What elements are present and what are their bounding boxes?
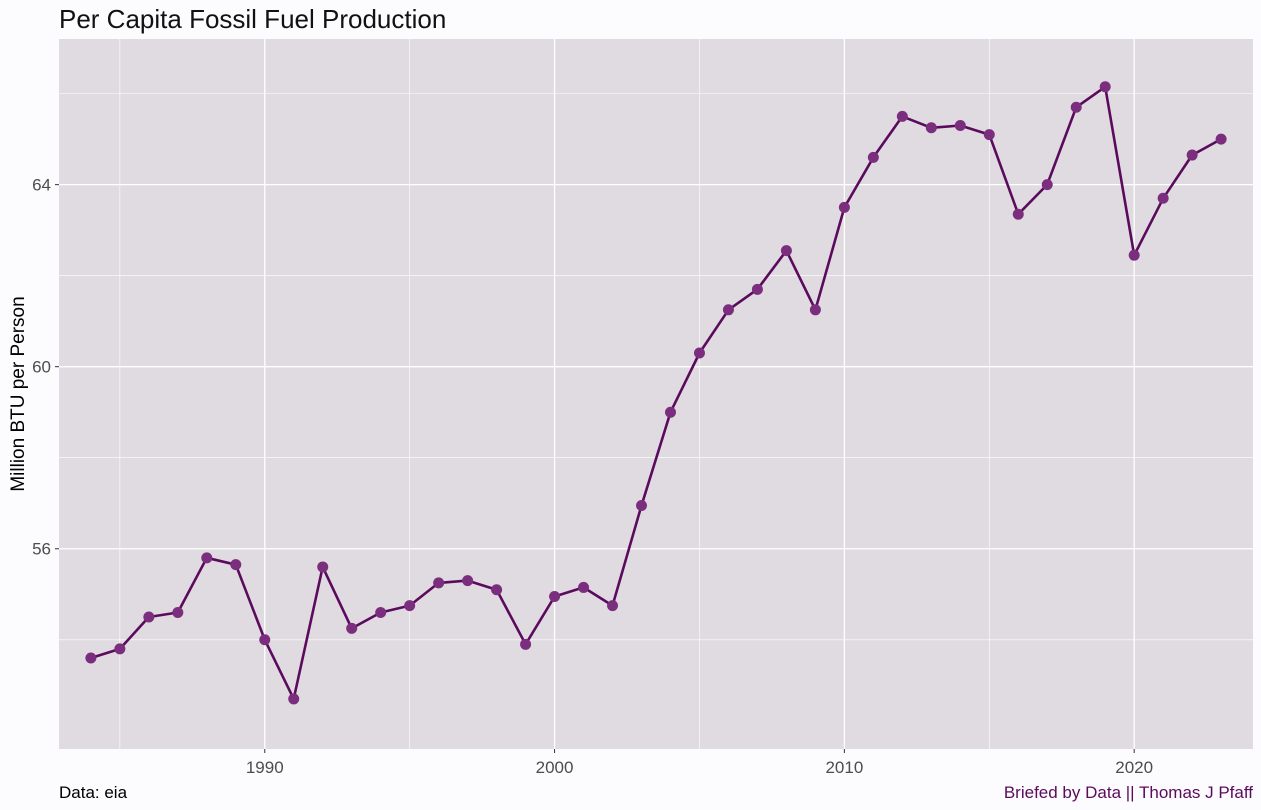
data-point	[491, 584, 503, 596]
data-point	[578, 581, 590, 593]
major-gridlines	[59, 39, 1253, 749]
data-point	[838, 201, 850, 213]
source-caption: Data: eia	[59, 783, 128, 802]
y-tick-label: 56	[32, 540, 51, 559]
x-tick-label: 1990	[246, 758, 284, 777]
data-point	[288, 693, 300, 705]
data-point	[375, 606, 387, 618]
plot-panel	[59, 39, 1253, 749]
x-tick-label: 2000	[536, 758, 574, 777]
data-point	[636, 500, 648, 512]
data-point	[230, 559, 242, 571]
data-point	[1041, 179, 1053, 191]
data-point	[404, 600, 416, 612]
data-point	[143, 611, 155, 623]
data-point	[809, 304, 821, 316]
x-axis: 1990 2000 2010 2020	[246, 749, 1153, 777]
data-point	[259, 634, 271, 646]
data-point	[462, 575, 474, 587]
x-tick-label: 2010	[825, 758, 863, 777]
data-point	[346, 622, 358, 634]
data-point	[896, 110, 908, 122]
data-point	[1215, 133, 1227, 145]
data-point	[1157, 192, 1169, 204]
data-point	[114, 643, 126, 655]
data-point	[751, 283, 763, 295]
data-point	[954, 119, 966, 131]
y-axis: 56 60 64	[32, 176, 59, 559]
data-point	[780, 245, 792, 257]
data-point	[925, 122, 937, 134]
data-point	[1070, 101, 1082, 113]
data-point	[607, 600, 619, 612]
x-tick-label: 2020	[1115, 758, 1153, 777]
data-point	[433, 577, 445, 589]
data-point	[201, 552, 213, 564]
data-point	[722, 304, 734, 316]
data-point	[85, 652, 97, 664]
data-point	[1099, 81, 1111, 93]
data-point	[664, 406, 676, 418]
author-caption: Briefed by Data || Thomas J Pfaff	[1003, 783, 1253, 802]
data-point	[317, 561, 329, 573]
data-point	[1012, 208, 1024, 220]
data-point	[1186, 149, 1198, 161]
data-point	[1128, 249, 1140, 261]
y-tick-label: 60	[32, 358, 51, 377]
data-points	[85, 81, 1227, 705]
y-tick-label: 64	[32, 176, 51, 195]
data-point	[867, 151, 879, 163]
data-point	[172, 606, 184, 618]
data-point	[520, 638, 532, 650]
series-line	[90, 85, 1222, 701]
data-point	[983, 129, 995, 141]
data-point	[693, 347, 705, 359]
data-point	[549, 591, 561, 603]
chart-title: Per Capita Fossil Fuel Production	[59, 4, 447, 34]
y-axis-title: Million BTU per Person	[8, 296, 29, 491]
